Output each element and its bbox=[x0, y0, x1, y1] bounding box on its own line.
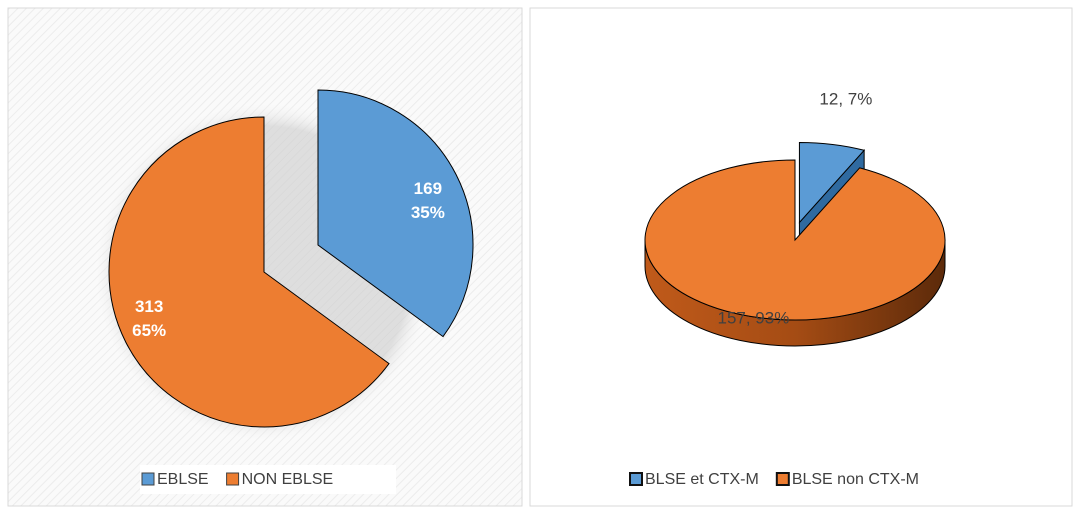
data-label: 12, 7% bbox=[819, 89, 872, 108]
legend-marker bbox=[141, 472, 155, 486]
legend-box bbox=[140, 465, 396, 494]
legend-marker bbox=[629, 472, 643, 486]
slice bbox=[317, 89, 474, 338]
slice bbox=[644, 159, 946, 321]
legend-label: BLSE non CTX-M bbox=[792, 471, 919, 488]
data-label: 169 bbox=[414, 179, 442, 198]
slice bbox=[798, 141, 866, 224]
data-label: 313 bbox=[135, 297, 163, 316]
data-label: 65% bbox=[132, 321, 166, 340]
legend-label: EBLSE bbox=[157, 471, 209, 488]
legend-marker bbox=[775, 472, 790, 486]
legend-label: BLSE et CTX-M bbox=[645, 471, 759, 488]
data-label: 35% bbox=[411, 203, 445, 222]
legend-marker bbox=[226, 472, 240, 486]
data-label: 157, 93% bbox=[717, 308, 789, 327]
legend-label: NON EBLSE bbox=[242, 471, 334, 488]
slice bbox=[108, 116, 390, 428]
